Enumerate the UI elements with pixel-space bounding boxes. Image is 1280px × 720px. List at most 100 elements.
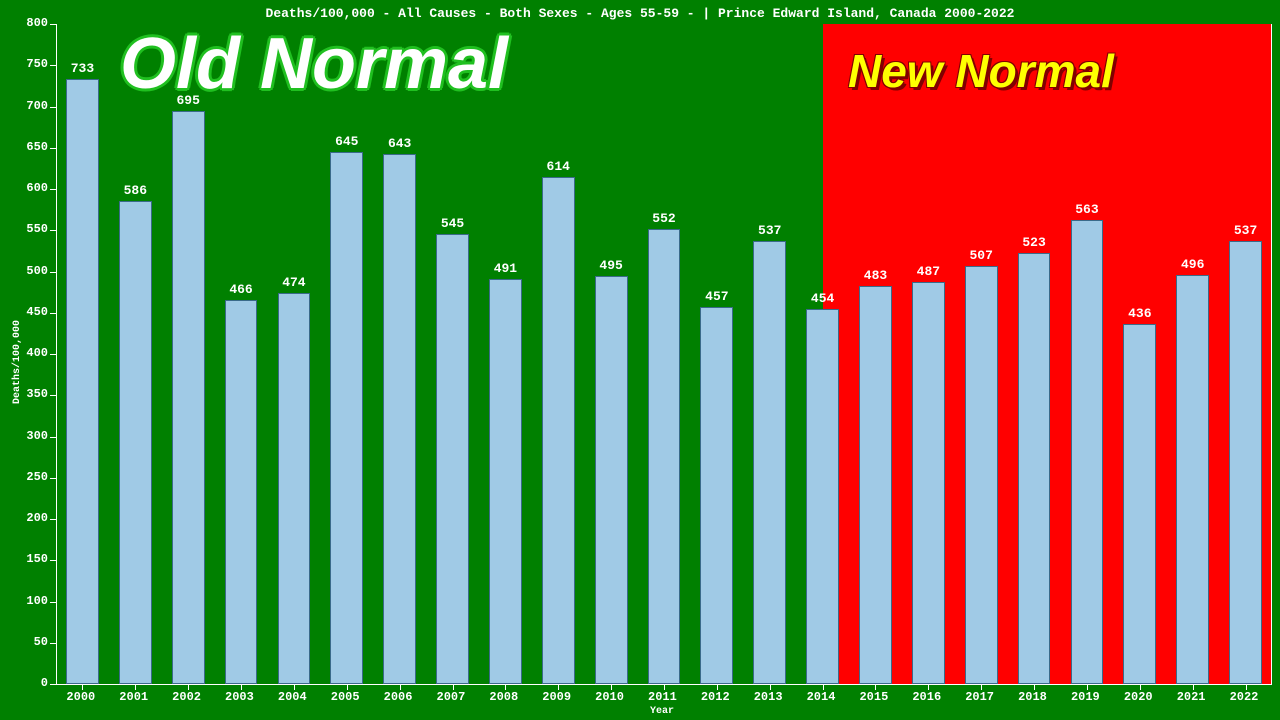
y-tick-label: 150 <box>12 552 48 566</box>
y-tick-mark <box>50 189 56 190</box>
y-tick-label: 250 <box>12 470 48 484</box>
bar-value-label: 457 <box>705 289 728 304</box>
bar <box>172 111 205 684</box>
x-tick-label: 2001 <box>119 690 148 704</box>
x-tick-label: 2008 <box>489 690 518 704</box>
y-tick-mark <box>50 478 56 479</box>
y-tick-mark <box>50 230 56 231</box>
bar-value-label: 523 <box>1022 235 1045 250</box>
y-tick-label: 50 <box>12 635 48 649</box>
y-tick-label: 300 <box>12 429 48 443</box>
bar-value-label: 645 <box>335 134 358 149</box>
x-tick-label: 2002 <box>172 690 201 704</box>
bar-value-label: 552 <box>652 211 675 226</box>
right-axis-line <box>1271 24 1272 684</box>
bar <box>912 282 945 684</box>
y-tick-label: 450 <box>12 305 48 319</box>
bar-value-label: 733 <box>71 61 94 76</box>
bar-value-label: 695 <box>176 93 199 108</box>
x-tick-label: 2005 <box>331 690 360 704</box>
y-axis-line <box>56 24 57 684</box>
x-tick-label: 2018 <box>1018 690 1047 704</box>
bar <box>330 152 363 684</box>
y-tick-label: 0 <box>12 676 48 690</box>
x-axis-label: Year <box>650 706 674 717</box>
y-tick-mark <box>50 684 56 685</box>
bar-value-label: 545 <box>441 216 464 231</box>
bar <box>436 234 469 684</box>
x-tick-label: 2016 <box>912 690 941 704</box>
x-tick-label: 2015 <box>859 690 888 704</box>
x-tick-label: 2013 <box>754 690 783 704</box>
bar <box>119 201 152 684</box>
bar-value-label: 466 <box>229 282 252 297</box>
bar <box>278 293 311 684</box>
bar-value-label: 483 <box>864 268 887 283</box>
bar <box>700 307 733 684</box>
y-tick-label: 200 <box>12 511 48 525</box>
bar-value-label: 487 <box>917 264 940 279</box>
bar-value-label: 491 <box>494 261 517 276</box>
x-tick-label: 2004 <box>278 690 307 704</box>
bar-value-label: 436 <box>1128 306 1151 321</box>
bar <box>595 276 628 684</box>
x-tick-label: 2010 <box>595 690 624 704</box>
bar <box>1071 220 1104 684</box>
y-tick-mark <box>50 148 56 149</box>
bar-value-label: 454 <box>811 291 834 306</box>
y-tick-label: 500 <box>12 264 48 278</box>
bar <box>225 300 258 684</box>
bar-value-label: 537 <box>1234 223 1257 238</box>
bar-value-label: 495 <box>599 258 622 273</box>
bar <box>542 177 575 684</box>
y-tick-mark <box>50 643 56 644</box>
bar-value-label: 643 <box>388 136 411 151</box>
bar <box>383 154 416 684</box>
y-tick-mark <box>50 313 56 314</box>
x-tick-label: 2011 <box>648 690 677 704</box>
y-tick-mark <box>50 560 56 561</box>
x-tick-label: 2012 <box>701 690 730 704</box>
y-tick-label: 400 <box>12 346 48 360</box>
x-tick-label: 2021 <box>1177 690 1206 704</box>
bar <box>806 309 839 684</box>
x-tick-label: 2003 <box>225 690 254 704</box>
bar <box>1176 275 1209 684</box>
y-tick-mark <box>50 519 56 520</box>
bar <box>965 266 998 684</box>
bar-value-label: 586 <box>124 183 147 198</box>
y-tick-mark <box>50 602 56 603</box>
x-tick-label: 2017 <box>965 690 994 704</box>
x-tick-label: 2019 <box>1071 690 1100 704</box>
x-tick-label: 2000 <box>66 690 95 704</box>
bar-value-label: 496 <box>1181 257 1204 272</box>
bar <box>753 241 786 684</box>
bar-value-label: 507 <box>970 248 993 263</box>
x-tick-label: 2020 <box>1124 690 1153 704</box>
x-tick-label: 2006 <box>384 690 413 704</box>
y-tick-mark <box>50 107 56 108</box>
chart-title: Deaths/100,000 - All Causes - Both Sexes… <box>0 6 1280 21</box>
bar-value-label: 614 <box>547 159 570 174</box>
plot-area <box>56 24 1272 684</box>
y-tick-mark <box>50 437 56 438</box>
y-tick-label: 350 <box>12 387 48 401</box>
bar <box>489 279 522 684</box>
bar <box>1229 241 1262 684</box>
x-tick-label: 2014 <box>807 690 836 704</box>
bar <box>66 79 99 684</box>
y-tick-label: 100 <box>12 594 48 608</box>
bar-value-label: 537 <box>758 223 781 238</box>
y-tick-mark <box>50 65 56 66</box>
y-tick-label: 700 <box>12 99 48 113</box>
x-tick-label: 2022 <box>1230 690 1259 704</box>
bar <box>1018 253 1051 684</box>
y-tick-label: 650 <box>12 140 48 154</box>
y-tick-mark <box>50 24 56 25</box>
y-tick-label: 750 <box>12 57 48 71</box>
bar-value-label: 474 <box>282 275 305 290</box>
bar <box>859 286 892 684</box>
x-tick-label: 2007 <box>437 690 466 704</box>
y-tick-mark <box>50 395 56 396</box>
x-tick-label: 2009 <box>542 690 571 704</box>
